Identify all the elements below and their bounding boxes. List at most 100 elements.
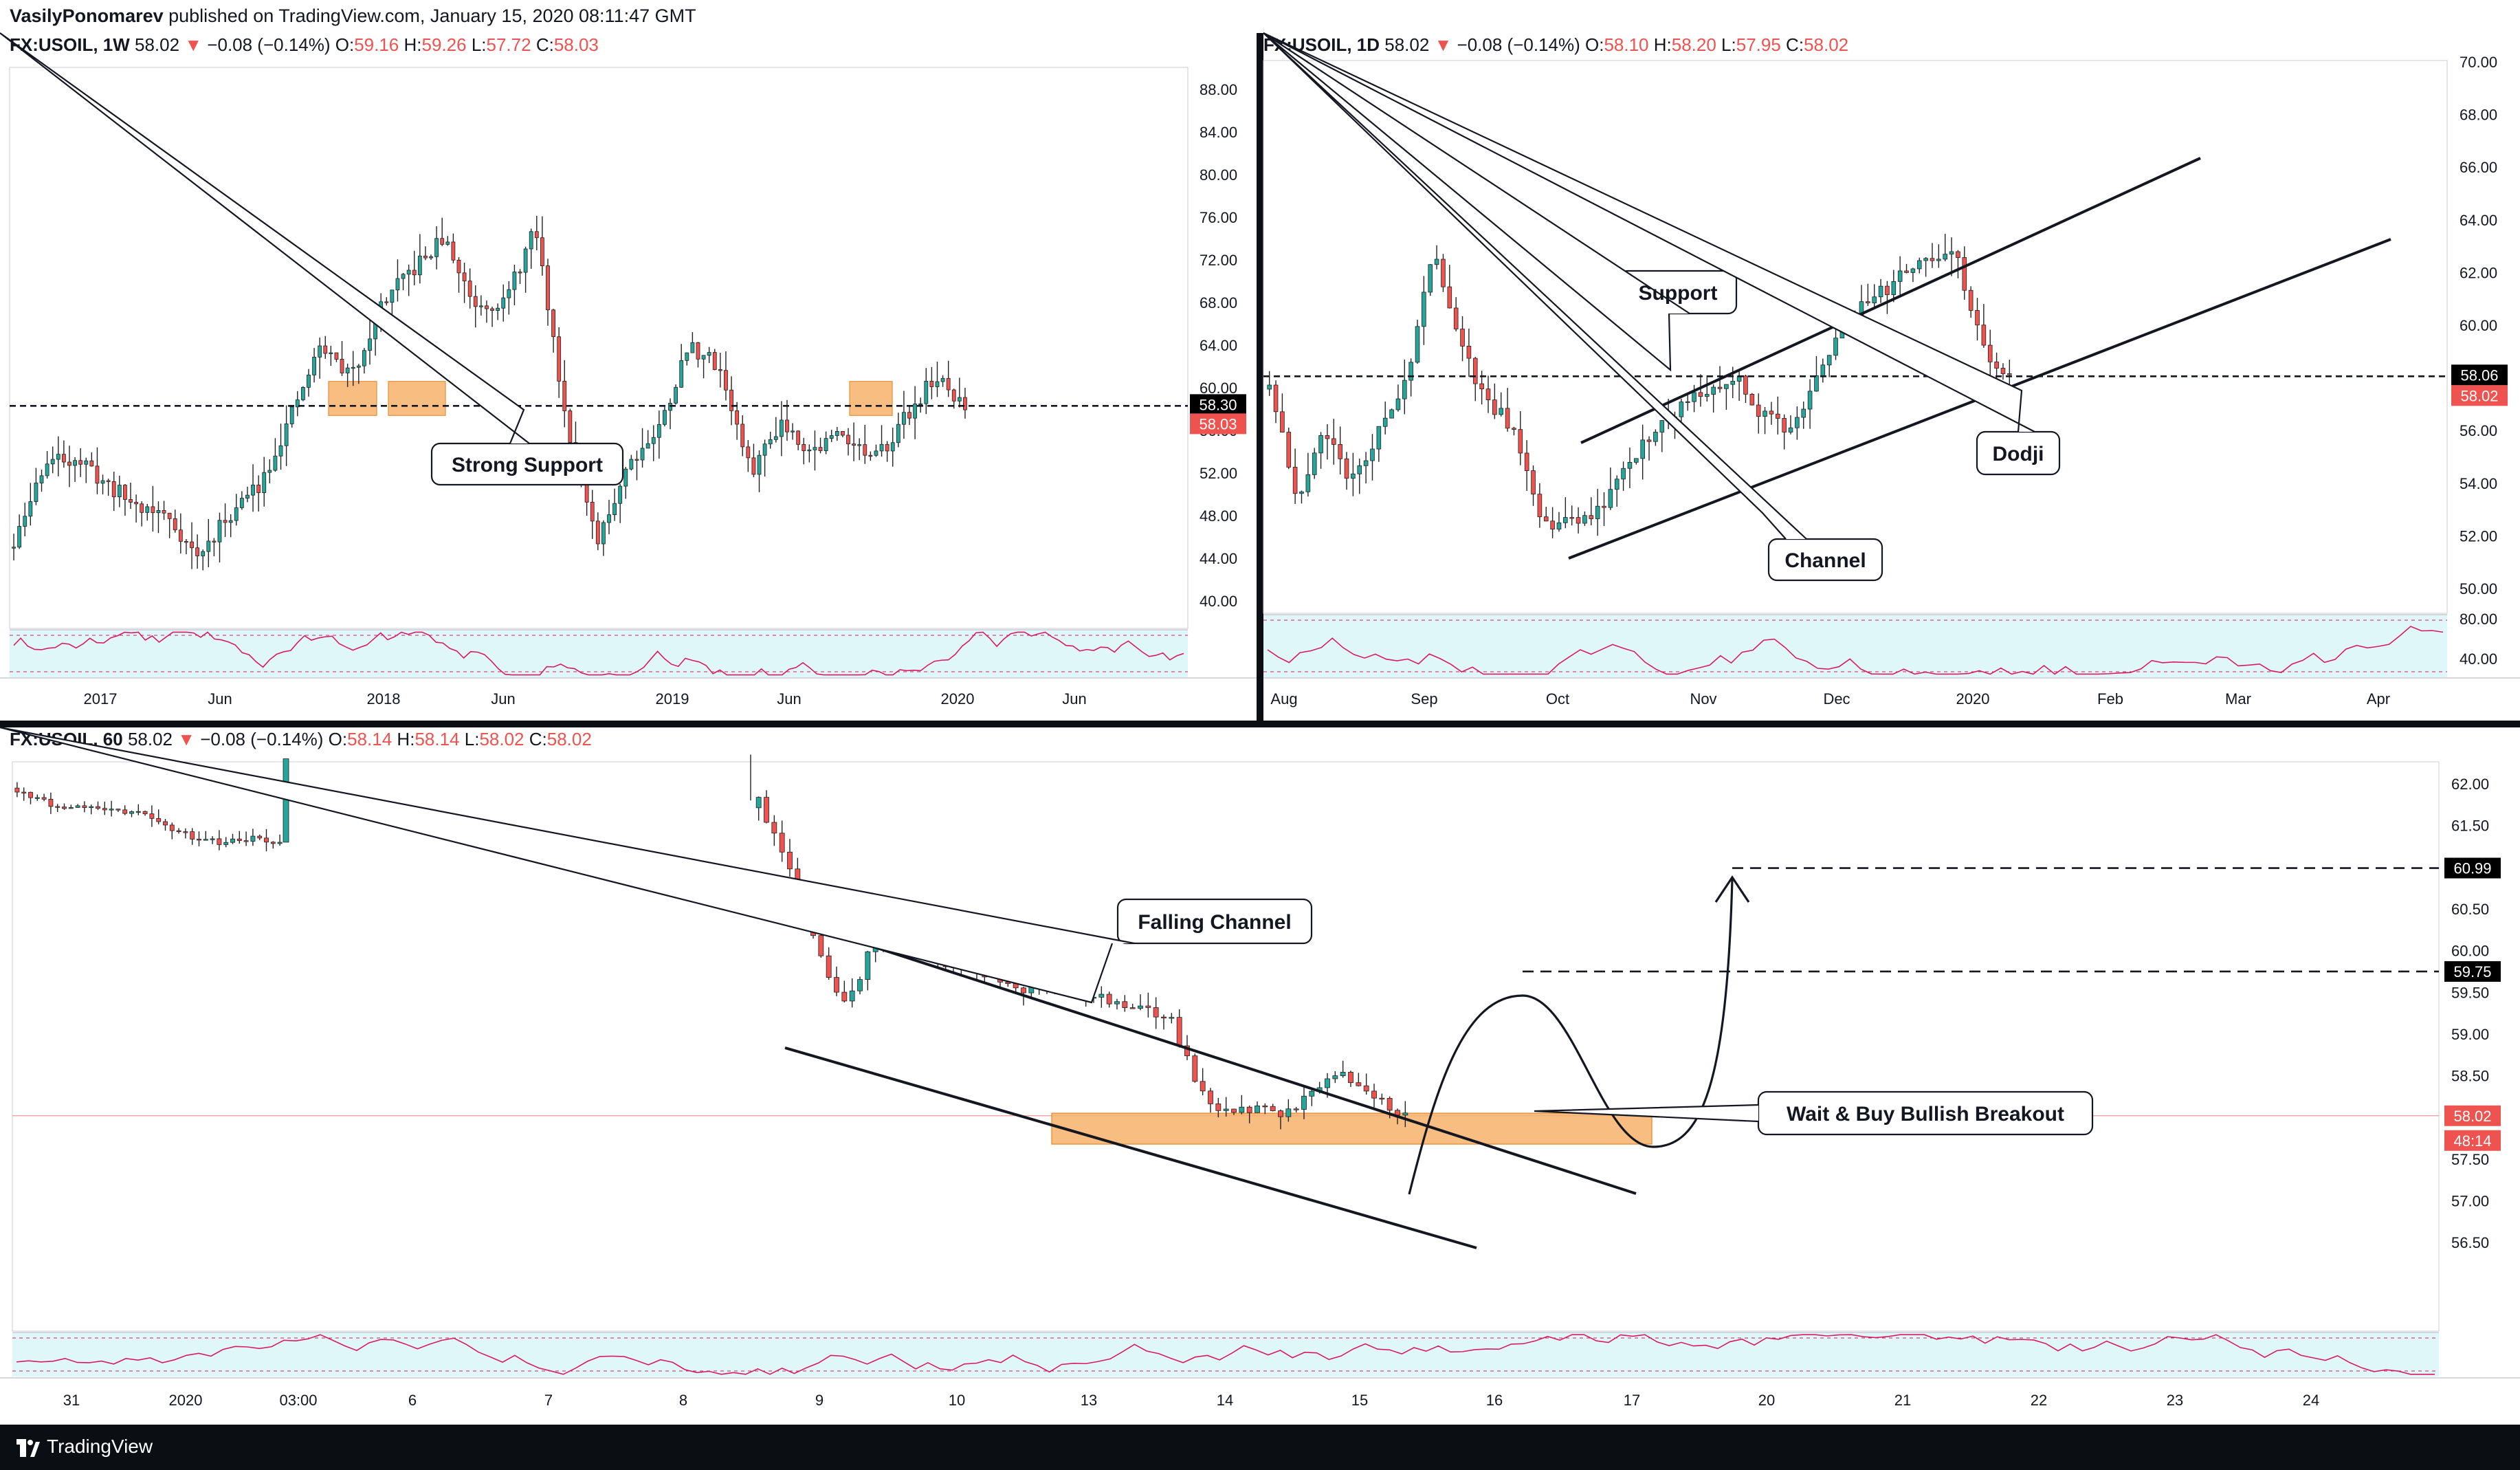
- daily-candle: [1312, 452, 1317, 475]
- hourly-a-candle: [203, 839, 208, 841]
- daily-candle: [1820, 364, 1826, 376]
- weekly-price-tick: 64.00: [1200, 337, 1237, 354]
- daily-time-tick: Mar: [2225, 690, 2251, 707]
- hourly-a-candle: [89, 806, 94, 809]
- hourly-falling-channel-callout-box: [1116, 898, 1313, 945]
- weekly-candle: [184, 540, 188, 543]
- hourly-b-candle: [1176, 1017, 1182, 1046]
- hourly-b-candle: [1122, 1001, 1128, 1008]
- weekly-candle: [824, 438, 828, 451]
- daily-candle: [1833, 338, 1838, 356]
- weekly-candle: [256, 484, 261, 493]
- daily-candle: [1762, 410, 1767, 417]
- hourly-time-tick: 10: [949, 1392, 965, 1409]
- author-name[interactable]: VasilyPonomarev: [10, 6, 164, 26]
- daily-chart[interactable]: 70.0068.0066.0064.0062.0060.0058.0056.00…: [1263, 32, 2520, 721]
- weekly-candle: [228, 520, 233, 523]
- down-arrow-icon: ▼: [177, 729, 195, 749]
- weekly-price-tick: 60.00: [1200, 380, 1237, 397]
- weekly-candle: [590, 501, 595, 522]
- weekly-candle: [50, 459, 55, 465]
- hourly-a-candle: [183, 831, 188, 833]
- weekly-candle: [735, 410, 740, 425]
- weekly-candle: [746, 446, 751, 459]
- weekly-candle: [423, 255, 428, 259]
- hourly-b-candle: [1246, 1106, 1252, 1113]
- daily-candle: [1402, 380, 1407, 399]
- weekly-symbol[interactable]: FX:USOIL, 1W: [10, 34, 130, 55]
- weekly-candle: [129, 499, 133, 503]
- tradingview-logo[interactable]: TradingView: [16, 1436, 153, 1458]
- daily-candle: [1543, 516, 1549, 522]
- weekly-candle: [762, 443, 767, 456]
- hourly-rsi-line: [16, 1334, 2435, 1375]
- weekly-candle: [401, 274, 406, 279]
- weekly-candle: [201, 551, 206, 556]
- weekly-candle: [212, 540, 217, 542]
- hourly-b-candle: [1145, 1005, 1151, 1008]
- daily-candle: [1769, 410, 1774, 415]
- daily-panel: FX:USOIL, 1D 58.02 ▼ −0.08 (−0.14%) O:58…: [1263, 32, 2520, 721]
- weekly-candle: [134, 502, 139, 505]
- daily-candle: [2000, 368, 2006, 374]
- weekly-candle: [679, 360, 684, 388]
- weekly-candle: [957, 397, 962, 402]
- daily-candle: [1389, 409, 1394, 419]
- hourly-b-candle: [1129, 1007, 1136, 1009]
- weekly-candle: [645, 443, 650, 449]
- weekly-price-tick: 48.00: [1200, 507, 1237, 525]
- hourly-b-candle: [1231, 1108, 1237, 1113]
- daily-candle: [1936, 259, 1941, 261]
- weekly-candle: [907, 412, 911, 419]
- hourly-a-candle: [169, 824, 175, 831]
- daily-close: 58.02: [1804, 34, 1849, 55]
- weekly-candle: [501, 297, 506, 309]
- daily-candle: [1512, 428, 1516, 430]
- daily-rsi-tick: 80.00: [2460, 611, 2497, 628]
- hourly-target1-tag-text: 60.99: [2453, 860, 2491, 877]
- weekly-price-tick: 88.00: [1200, 81, 1237, 98]
- hourly-a-candle: [277, 842, 283, 844]
- hourly-last: 58.02: [127, 729, 173, 749]
- weekly-time-tick: 2017: [84, 690, 118, 707]
- hourly-chart[interactable]: 62.0061.5061.0060.5060.0059.5059.0058.50…: [0, 726, 2520, 1425]
- weekly-candle: [95, 465, 100, 484]
- weekly-candle: [100, 480, 105, 484]
- daily-candle: [1866, 301, 1870, 304]
- hourly-price-tick: 56.50: [2451, 1234, 2489, 1251]
- hourly-projection-path: [1408, 878, 1734, 1195]
- weekly-candle: [234, 507, 239, 521]
- weekly-candle: [417, 255, 422, 276]
- weekly-candle: [412, 270, 417, 276]
- daily-candle: [1782, 418, 1787, 432]
- weekly-candle: [178, 529, 183, 542]
- hourly-b-candle: [1356, 1082, 1362, 1086]
- weekly-candle: [217, 520, 222, 542]
- daily-candle: [1743, 375, 1748, 395]
- daily-price-tick: 68.00: [2460, 107, 2497, 124]
- hourly-time-tick: 13: [1081, 1392, 1097, 1409]
- weekly-candle: [34, 483, 38, 502]
- hourly-time-tick: 21: [1894, 1392, 1911, 1409]
- weekly-time-tick: Jun: [491, 690, 515, 707]
- hourly-high: 58.14: [415, 729, 460, 749]
- weekly-candle: [28, 501, 33, 517]
- daily-candle: [1286, 432, 1292, 468]
- hourly-b-candle: [1278, 1110, 1283, 1117]
- publish-text: published on TradingView.com, January 15…: [163, 6, 696, 26]
- weekly-header: FX:USOIL, 1W 58.02 ▼ −0.08 (−0.14%) O:59…: [10, 34, 599, 55]
- hourly-a-candle: [135, 811, 141, 813]
- hourly-falling-channel-callout-label: Falling Channel: [1138, 911, 1291, 934]
- weekly-chart[interactable]: 88.00 84.00 80.00 76.00 72.00 68.00 64.00 60.00…: [0, 32, 1257, 721]
- weekly-candle: [318, 345, 322, 358]
- weekly-time-tick: Jun: [777, 690, 801, 707]
- weekly-candle: [529, 231, 533, 250]
- hourly-breakout-label: Wait & Buy Bullish Breakout: [1787, 1103, 2064, 1126]
- weekly-strong-support-pointer: [0, 32, 530, 444]
- hourly-a-candle: [236, 838, 242, 842]
- weekly-candle: [629, 459, 634, 470]
- weekly-candle: [634, 459, 639, 461]
- hourly-a-candle: [62, 807, 67, 809]
- hourly-a-candle: [149, 813, 155, 819]
- daily-candle: [1807, 391, 1813, 410]
